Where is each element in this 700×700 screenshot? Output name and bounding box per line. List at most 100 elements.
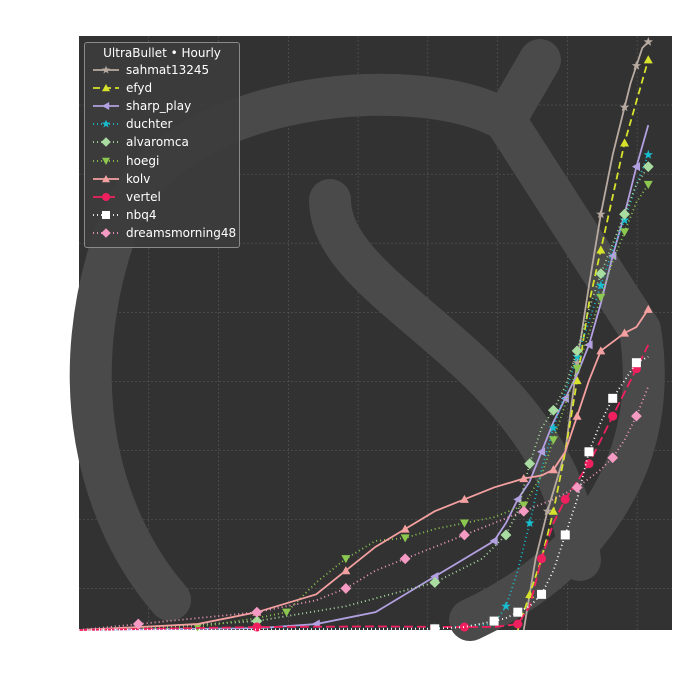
data-point-alvaromca xyxy=(500,529,512,541)
legend-label: alvaromca xyxy=(126,135,189,150)
legend-title: UltraBullet • Hourly xyxy=(103,46,221,60)
data-point-kolv xyxy=(572,411,582,420)
legend-label: dreamsmorning48 xyxy=(126,225,237,240)
series-line-sharp_play xyxy=(78,124,650,631)
legend-item-efyd: efyd xyxy=(91,79,233,97)
data-point-duchter xyxy=(643,149,653,159)
data-point-sahmat13245 xyxy=(542,506,553,516)
data-point-sahmat13245 xyxy=(596,209,606,219)
data-point-efyd xyxy=(572,376,582,385)
data-point-kolv xyxy=(519,474,529,483)
data-point-sharp_play xyxy=(560,393,569,403)
legend-item-vertel: vertel xyxy=(91,188,233,206)
legend-swatch xyxy=(93,102,119,111)
legend-swatch xyxy=(93,84,119,92)
legend-item-sahmat13245: sahmat13245 xyxy=(91,61,233,79)
data-point-hoegi xyxy=(459,519,469,528)
data-point-sharp_play xyxy=(513,494,522,504)
data-point-alvaromca xyxy=(571,345,583,357)
data-point-alvaromca xyxy=(548,404,559,416)
data-point-kolv xyxy=(459,494,469,503)
data-point-nbq4 xyxy=(430,624,440,634)
legend: UltraBullet • Hourly sahmat13245 efyd shar… xyxy=(84,42,240,248)
legend-label: duchter xyxy=(126,117,173,132)
data-point-vertel xyxy=(584,459,594,469)
series-kolv xyxy=(78,304,653,631)
series-sahmat13245 xyxy=(522,37,653,631)
series-nbq4 xyxy=(78,355,649,634)
data-point-kolv xyxy=(643,304,653,313)
legend-swatch xyxy=(93,210,119,219)
data-point-sharp_play xyxy=(537,447,546,457)
data-point-dreamsmorning48 xyxy=(571,482,583,493)
legend-label: sahmat13245 xyxy=(126,63,210,78)
series-line-alvaromca xyxy=(78,166,650,631)
data-point-dreamsmorning48 xyxy=(518,505,530,517)
data-point-dreamsmorning48 xyxy=(399,553,411,565)
data-point-vertel xyxy=(252,622,262,632)
data-point-hoegi xyxy=(519,501,529,510)
legend-item-sharp_play: sharp_play xyxy=(91,97,233,115)
data-point-efyd xyxy=(596,245,606,254)
legend-item-kolv: kolv xyxy=(91,170,233,188)
legend-label: efyd xyxy=(126,81,153,96)
data-point-hoegi xyxy=(282,608,292,617)
data-point-alvaromca xyxy=(595,268,607,279)
legend-swatch xyxy=(93,174,119,182)
series-line-efyd xyxy=(516,59,650,631)
series-hoegi xyxy=(78,180,653,632)
legend-label: vertel xyxy=(126,189,161,204)
data-point-sharp_play xyxy=(584,340,593,350)
legend-swatch xyxy=(93,137,119,148)
data-point-vertel xyxy=(608,411,618,421)
data-point-kolv xyxy=(548,465,558,474)
data-point-hoegi xyxy=(620,228,630,237)
data-point-dreamsmorning48 xyxy=(340,583,352,594)
series-line-duchter xyxy=(78,154,650,631)
legend-swatch xyxy=(93,119,119,128)
data-point-alvaromca xyxy=(619,208,630,220)
data-point-efyd xyxy=(620,138,630,147)
data-point-dreamsmorning48 xyxy=(251,606,263,618)
data-point-vertel xyxy=(513,619,523,629)
data-point-duchter xyxy=(525,518,535,528)
data-point-nbq4 xyxy=(489,616,499,626)
data-point-alvaromca xyxy=(429,577,441,588)
data-point-sahmat13245 xyxy=(643,37,653,46)
data-point-dreamsmorning48 xyxy=(132,618,144,630)
legend-swatch xyxy=(93,228,119,238)
data-point-dreamsmorning48 xyxy=(631,410,642,422)
legend-item-nbq4: nbq4 xyxy=(91,206,233,224)
data-point-efyd xyxy=(548,506,558,515)
data-point-kolv xyxy=(341,566,351,575)
legend-label: sharp_play xyxy=(126,99,192,114)
series-efyd xyxy=(516,55,653,631)
data-point-kolv xyxy=(620,328,630,337)
data-point-duchter xyxy=(572,351,582,361)
data-point-vertel xyxy=(459,622,469,632)
series-layer xyxy=(78,37,654,634)
data-point-hoegi xyxy=(341,555,351,564)
data-point-hoegi xyxy=(572,365,582,374)
legend-swatch xyxy=(93,157,119,165)
data-point-duchter xyxy=(548,423,559,432)
data-point-hoegi xyxy=(548,436,558,445)
data-point-nbq4 xyxy=(537,589,547,599)
series-dreamsmorning48 xyxy=(78,386,650,631)
legend-item-alvaromca: alvaromca xyxy=(91,133,233,151)
data-point-sharp_play xyxy=(489,536,498,546)
data-point-duchter xyxy=(596,280,606,290)
legend-label: nbq4 xyxy=(126,207,157,222)
data-point-duchter xyxy=(619,215,630,225)
data-point-kolv xyxy=(400,524,410,533)
data-point-nbq4 xyxy=(608,393,618,403)
data-point-sahmat13245 xyxy=(572,357,582,367)
data-point-vertel xyxy=(537,554,547,564)
legend-swatch xyxy=(93,65,119,74)
data-point-hoegi xyxy=(596,293,606,302)
legend-item-dreamsmorning48: dreamsmorning48 xyxy=(91,224,237,242)
data-point-nbq4 xyxy=(584,447,594,457)
data-point-sahmat13245 xyxy=(619,102,630,112)
